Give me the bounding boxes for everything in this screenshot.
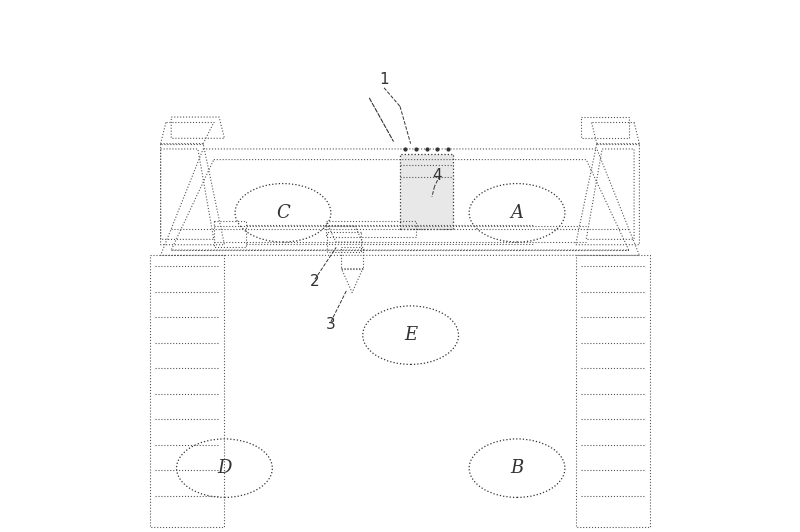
Text: E: E [404,326,418,344]
Text: A: A [510,204,523,222]
Text: 3: 3 [326,317,336,332]
Text: B: B [510,459,524,477]
Text: 1: 1 [379,72,389,87]
Text: C: C [276,204,290,222]
Text: D: D [218,459,232,477]
Text: 4: 4 [433,168,442,183]
Text: 2: 2 [310,275,320,289]
Bar [400,154,453,229]
